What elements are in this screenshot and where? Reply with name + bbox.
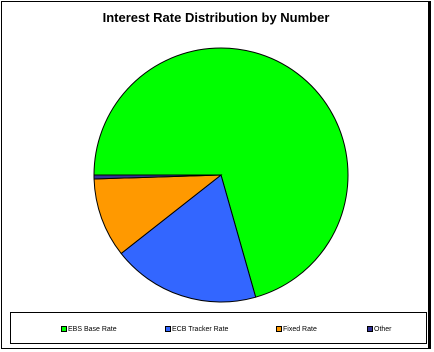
pie-slice-other bbox=[93, 174, 222, 180]
legend-label-ecb-tracker-rate: ECB Tracker Rate bbox=[172, 325, 229, 333]
legend-swatch-fixed-rate bbox=[276, 326, 282, 332]
pie-slice-fixed-rate bbox=[93, 174, 223, 255]
chart-title: Interest Rate Distribution by Number bbox=[102, 10, 330, 25]
legend: EBS Base Rate ECB Tracker Rate Fixed Rat… bbox=[10, 312, 427, 344]
pie-slices bbox=[93, 47, 349, 303]
legend-item-fixed-rate: Fixed Rate bbox=[276, 324, 317, 334]
legend-item-ebs-base-rate: EBS Base Rate bbox=[61, 324, 117, 334]
pie-slice-ecb-tracker-rate bbox=[120, 174, 257, 303]
legend-item-other: Other bbox=[367, 324, 392, 334]
legend-swatch-other bbox=[367, 326, 373, 332]
chart-frame-edge bbox=[428, 1, 431, 349]
pie-slice-ebs-base-rate bbox=[93, 47, 349, 298]
legend-swatch-ebs-base-rate bbox=[61, 326, 67, 332]
legend-label-other: Other bbox=[374, 325, 392, 333]
legend-swatch-ecb-tracker-rate bbox=[165, 326, 171, 332]
legend-item-ecb-tracker-rate: ECB Tracker Rate bbox=[165, 324, 228, 334]
legend-label-fixed-rate: Fixed Rate bbox=[283, 325, 317, 333]
legend-label-ebs-base-rate: EBS Base Rate bbox=[68, 325, 117, 333]
